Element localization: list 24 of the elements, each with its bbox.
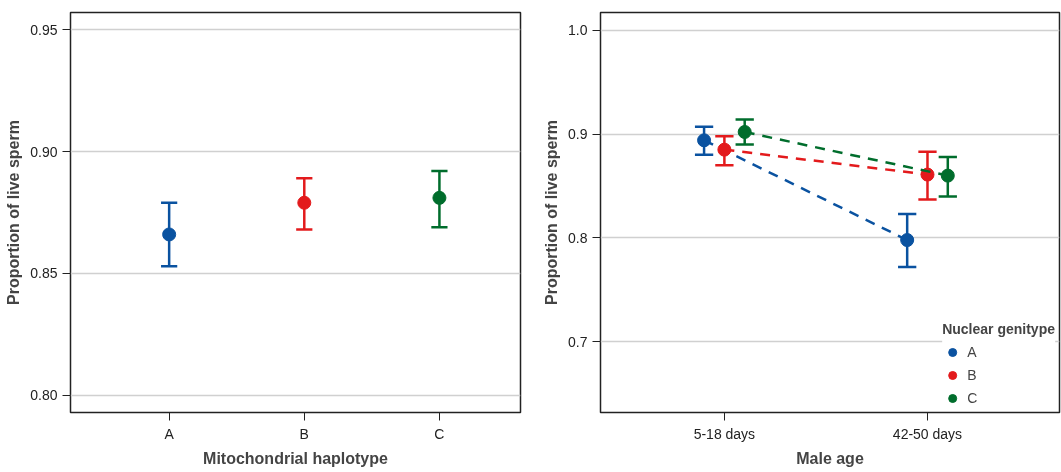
y-tick-label: 0.8 (568, 229, 588, 246)
x-tick-label: C (434, 425, 445, 442)
y-tick-label: 1.0 (568, 22, 588, 39)
y-tick-label: 0.7 (568, 333, 588, 350)
x-axis-title: Male age (796, 449, 864, 467)
x-tick-label: 42-50 days (892, 425, 963, 442)
legend-label: C (967, 390, 979, 406)
y-tick-label: 0.85 (30, 265, 58, 282)
y-tick-label: 0.9 (568, 126, 588, 143)
legend-label: B (967, 367, 978, 383)
point (162, 227, 177, 242)
point (432, 190, 447, 205)
x-tick-label: 5-18 days (693, 425, 756, 442)
legend-label: A (967, 344, 978, 360)
x-tick-label: A (164, 425, 175, 442)
point (297, 195, 312, 210)
y-axis-title: Proportion of live sperm (5, 120, 23, 305)
y-tick-label: 0.95 (30, 21, 58, 38)
legend-title: Nuclear genitype (942, 321, 1055, 337)
y-axis-title: Proportion of live sperm (543, 120, 561, 305)
x-tick-label: B (299, 425, 309, 442)
y-tick-label: 0.80 (30, 387, 58, 404)
x-axis-title: Mitochondrial haplotype (203, 449, 389, 467)
y-tick-label: 0.90 (30, 143, 58, 160)
